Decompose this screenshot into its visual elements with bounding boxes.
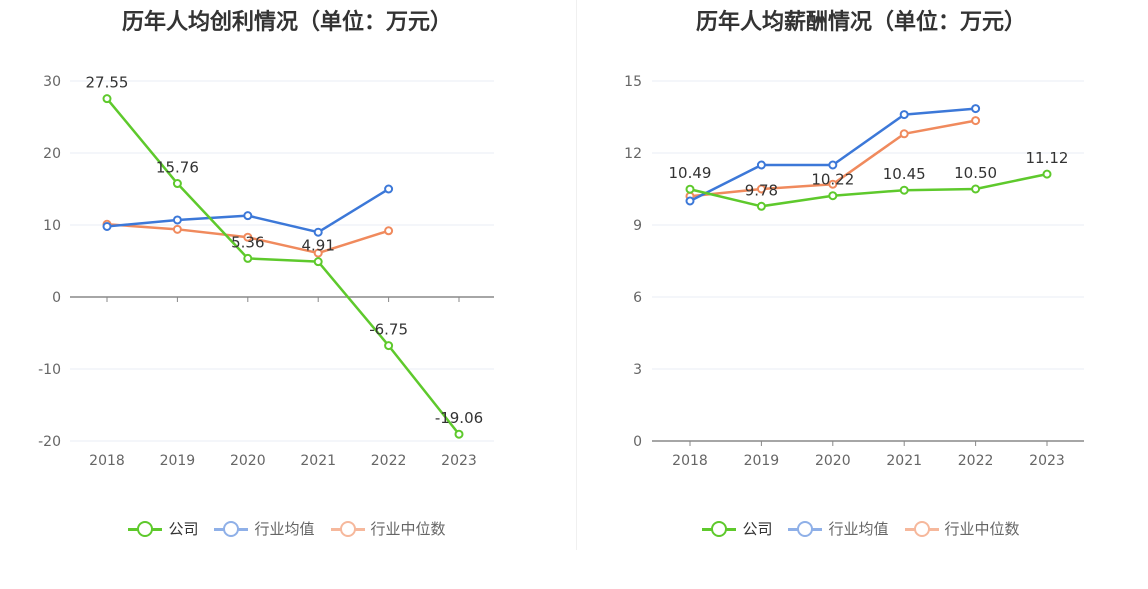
data-label: -6.75 (369, 321, 408, 339)
y-tick-label: 15 (624, 74, 642, 90)
x-tick-label: 2021 (886, 453, 922, 469)
data-point-industry-median (243, 232, 253, 242)
x-tick-label: 2019 (160, 453, 196, 469)
data-point-industry-avg (172, 215, 182, 225)
y-tick-label: 30 (43, 74, 61, 90)
data-label: 10.22 (811, 171, 854, 189)
y-tick-label: 20 (43, 146, 61, 162)
data-point-industry-avg (971, 104, 981, 114)
data-point-company (899, 185, 909, 195)
legend-industry-avg-icon (788, 519, 823, 539)
data-point-industry-median (384, 226, 394, 236)
data-label: 10.49 (669, 164, 712, 182)
y-tick-label: -10 (38, 362, 61, 378)
x-tick-label: 2019 (744, 453, 780, 469)
y-tick-label: 3 (633, 362, 642, 378)
x-tick-label: 2018 (89, 453, 125, 469)
y-tick-label: -20 (38, 434, 61, 450)
data-point-company (1042, 169, 1052, 179)
legend-label: 行业均值 (828, 520, 889, 538)
x-tick-label: 2022 (958, 453, 994, 469)
chart-title: 历年人均薪酬情况（单位：万元） (695, 10, 1026, 35)
x-tick-label: 2021 (300, 453, 336, 469)
legend-item-company[interactable]: 公司 (128, 518, 198, 539)
data-point-industry-avg (828, 160, 838, 170)
x-tick-label: 2023 (441, 453, 477, 469)
legend-company-icon (128, 519, 163, 539)
legend-item-industry-median[interactable]: 行业中位数 (330, 518, 446, 539)
data-point-company (243, 253, 253, 263)
y-tick-label: 12 (624, 146, 642, 162)
data-label: 10.50 (954, 164, 997, 182)
legend-company-icon (702, 519, 737, 539)
salary-chart-plot: 15 12 9 6 3 0 2018 2019 2020 2021 2022 2023 10.49 9.7… (624, 74, 1084, 469)
panel-divider (576, 0, 577, 550)
legend-item-industry-median[interactable]: 行业中位数 (904, 518, 1020, 539)
data-point-company (102, 94, 112, 104)
data-point-industry-avg (384, 184, 394, 194)
y-tick-label: 9 (633, 218, 642, 234)
data-point-company (685, 184, 695, 194)
data-point-industry-median (828, 179, 838, 189)
x-tick-label: 2022 (371, 453, 407, 469)
data-label: -19.06 (435, 409, 483, 427)
y-tick-label: 10 (43, 218, 61, 234)
salary-per-capita-chart: 历年人均薪酬情况（单位：万元） 15 12 9 6 3 0 2018 2019 2020 2021… (574, 0, 1148, 589)
legend-industry-median-icon (330, 519, 365, 539)
series-line-company (106, 97, 460, 436)
legend-industry-avg-icon (214, 519, 249, 539)
data-point-industry-avg (313, 227, 323, 237)
data-point-industry-median (172, 224, 182, 234)
legend-label: 行业中位数 (370, 520, 446, 538)
legend-label: 公司 (742, 520, 773, 538)
data-point-industry-median (899, 129, 909, 139)
data-label: 15.76 (156, 159, 199, 177)
data-point-industry-avg (899, 110, 909, 120)
profit-chart-plot: 30 20 10 0 -10 -20 2018 2019 2020 2021 2022 2023 27.… (38, 74, 494, 469)
series-line-industry-avg (106, 187, 390, 234)
legend-label: 行业中位数 (944, 520, 1020, 538)
chart-title: 历年人均创利情况（单位：万元） (121, 10, 452, 35)
legend-item-industry-avg[interactable]: 行业均值 (214, 518, 315, 539)
data-point-industry-avg (102, 221, 112, 231)
x-tick-label: 2020 (815, 453, 851, 469)
legend-item-industry-avg[interactable]: 行业均值 (788, 518, 889, 539)
legend-label: 行业均值 (254, 520, 315, 538)
data-label: 10.45 (883, 165, 926, 183)
data-label: 27.55 (86, 74, 129, 92)
x-tick-label: 2023 (1029, 453, 1065, 469)
legend-item-company[interactable]: 公司 (702, 518, 772, 539)
y-tick-label: 0 (633, 434, 642, 450)
data-point-company (313, 257, 323, 267)
profit-per-capita-chart: 历年人均创利情况（单位：万元） 30 20 10 0 -10 -20 2018 2019 202… (0, 10, 574, 539)
data-point-industry-median (971, 116, 981, 126)
data-point-company (828, 191, 838, 201)
y-tick-label: 0 (52, 290, 61, 306)
data-point-industry-median (313, 248, 323, 258)
y-tick-label: 6 (633, 290, 642, 306)
data-label: 4.91 (301, 237, 334, 255)
data-point-industry-avg (243, 211, 253, 221)
data-label: 9.78 (745, 181, 778, 199)
data-point-industry-median (756, 184, 766, 194)
chart-legend: 公司 行业均值 行业中位数 (574, 518, 1148, 539)
data-label: 11.12 (1026, 149, 1069, 167)
legend-industry-median-icon (904, 519, 939, 539)
x-tick-label: 2018 (672, 453, 708, 469)
data-point-industry-avg (756, 160, 766, 170)
data-point-company (756, 201, 766, 211)
legend-label: 公司 (168, 520, 199, 538)
chart-legend: 公司 行业均值 行业中位数 (0, 518, 574, 539)
data-point-company (172, 179, 182, 189)
data-label: 5.36 (231, 233, 264, 251)
data-point-company (971, 184, 981, 194)
x-tick-label: 2020 (230, 453, 266, 469)
data-point-industry-avg (685, 196, 695, 206)
data-point-company (454, 429, 464, 439)
data-point-company (384, 341, 394, 351)
series-line-company (689, 172, 1048, 208)
